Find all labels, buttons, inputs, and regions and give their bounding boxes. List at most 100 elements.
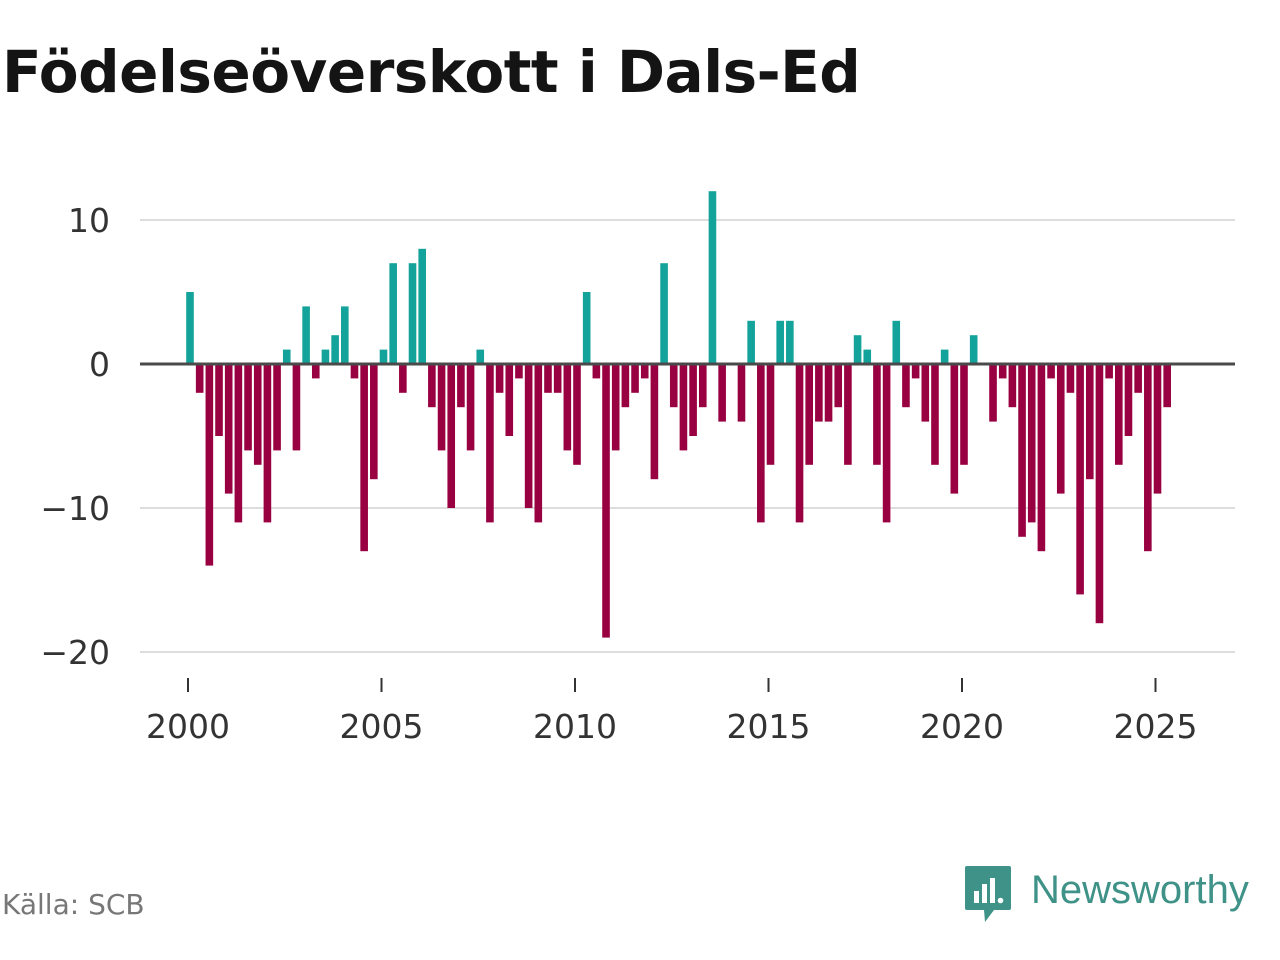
bar-negative (950, 364, 959, 494)
x-tick-label: 2010 (533, 707, 617, 746)
bar-negative (263, 364, 272, 523)
y-axis-labels: 10 0 −10 −20 (40, 201, 110, 672)
bar-negative (1037, 364, 1046, 552)
bar-negative (253, 364, 262, 465)
bar-negative (844, 364, 852, 465)
bar-negative (824, 364, 833, 422)
bar-negative (621, 364, 630, 408)
bar-positive (776, 320, 784, 364)
bar-negative (1066, 364, 1075, 393)
bar-positive (379, 349, 388, 364)
bar-negative (350, 364, 359, 379)
bar-negative (1163, 364, 1171, 408)
bar-negative (911, 364, 920, 379)
bar-positive (418, 248, 426, 364)
bar-negative (1095, 364, 1104, 624)
bar-negative (815, 364, 823, 422)
bar-negative (1018, 364, 1026, 537)
bar-negative (466, 364, 475, 451)
bar-negative (757, 364, 765, 523)
bar-negative (215, 364, 223, 436)
bar-positive (341, 306, 349, 364)
bar-positive (186, 292, 194, 364)
bar-negative (602, 364, 610, 638)
bar-negative (457, 364, 465, 408)
bar-negative (1027, 364, 1036, 523)
bar-negative (1134, 364, 1142, 393)
bar-negative (292, 364, 301, 451)
bar-negative (205, 364, 214, 566)
bar-negative (1008, 364, 1017, 408)
bar-negative (1153, 364, 1162, 494)
x-axis: 2000 2005 2010 2015 2020 2025 (146, 678, 1197, 746)
bar-positive (863, 349, 872, 364)
gridlines (140, 219, 1235, 653)
bar-negative (573, 364, 581, 465)
bar-negative (689, 364, 697, 436)
bar-negative (360, 364, 368, 552)
bar-negative (805, 364, 813, 465)
y-tick-label: −20 (40, 633, 110, 672)
bar-negative (311, 364, 320, 379)
newsworthy-logo-icon (965, 866, 1011, 922)
bar-negative (834, 364, 843, 408)
x-tick-label: 2025 (1114, 707, 1198, 746)
bar-negative (399, 364, 407, 393)
bar-chart: 10 0 −10 −20 2000 2005 2010 2015 2020 2025 (40, 191, 1235, 746)
bar-negative (669, 364, 678, 408)
bar-negative (737, 364, 746, 422)
bar-negative (437, 364, 446, 451)
bar-negative (1115, 364, 1123, 465)
bar-positive (940, 349, 949, 364)
source-label: Källa: SCB (2, 888, 145, 921)
x-tick-label: 2015 (727, 707, 811, 746)
bar-negative (873, 364, 881, 465)
bar-negative (553, 364, 562, 393)
bars (186, 191, 1171, 638)
bar-negative (611, 364, 620, 451)
brand-name: Newsworthy (1031, 867, 1249, 912)
bar-negative (515, 364, 523, 379)
bar-negative (902, 364, 910, 408)
x-tick-label: 2005 (340, 707, 424, 746)
bar-positive (853, 335, 862, 364)
bar-negative (679, 364, 688, 451)
bar-negative (1105, 364, 1113, 379)
y-tick-label: 10 (68, 201, 110, 240)
bar-positive (582, 292, 591, 364)
bar-negative (1124, 364, 1133, 436)
bar-negative (234, 364, 243, 523)
bar-positive (282, 349, 291, 364)
bar-negative (931, 364, 939, 465)
bar-negative (921, 364, 930, 422)
bar-negative (486, 364, 494, 523)
bar-negative (989, 364, 997, 422)
x-tick-label: 2020 (920, 707, 1004, 746)
bar-positive (476, 349, 485, 364)
bar-negative (195, 364, 204, 393)
bar-positive (331, 335, 339, 364)
bar-negative (1085, 364, 1094, 480)
bar-positive (321, 349, 330, 364)
bar-negative (631, 364, 639, 393)
bar-positive (302, 306, 310, 364)
bar-positive (660, 263, 668, 364)
bar-negative (882, 364, 891, 523)
bar-negative (524, 364, 533, 508)
brand-logo[interactable]: Newsworthy (963, 863, 1249, 927)
bar-positive (389, 263, 397, 364)
bar-negative (640, 364, 649, 379)
bar-negative (495, 364, 504, 393)
bar-positive (786, 320, 794, 364)
bar-negative (370, 364, 378, 480)
x-tick-label: 2000 (146, 707, 230, 746)
bar-negative (1144, 364, 1152, 552)
bar-positive (969, 335, 978, 364)
bar-positive (708, 191, 717, 364)
bar-negative (718, 364, 726, 422)
bar-negative (224, 364, 233, 494)
bar-negative (505, 364, 514, 436)
bar-negative (244, 364, 252, 451)
bar-positive (747, 320, 755, 364)
bar-negative (563, 364, 572, 451)
